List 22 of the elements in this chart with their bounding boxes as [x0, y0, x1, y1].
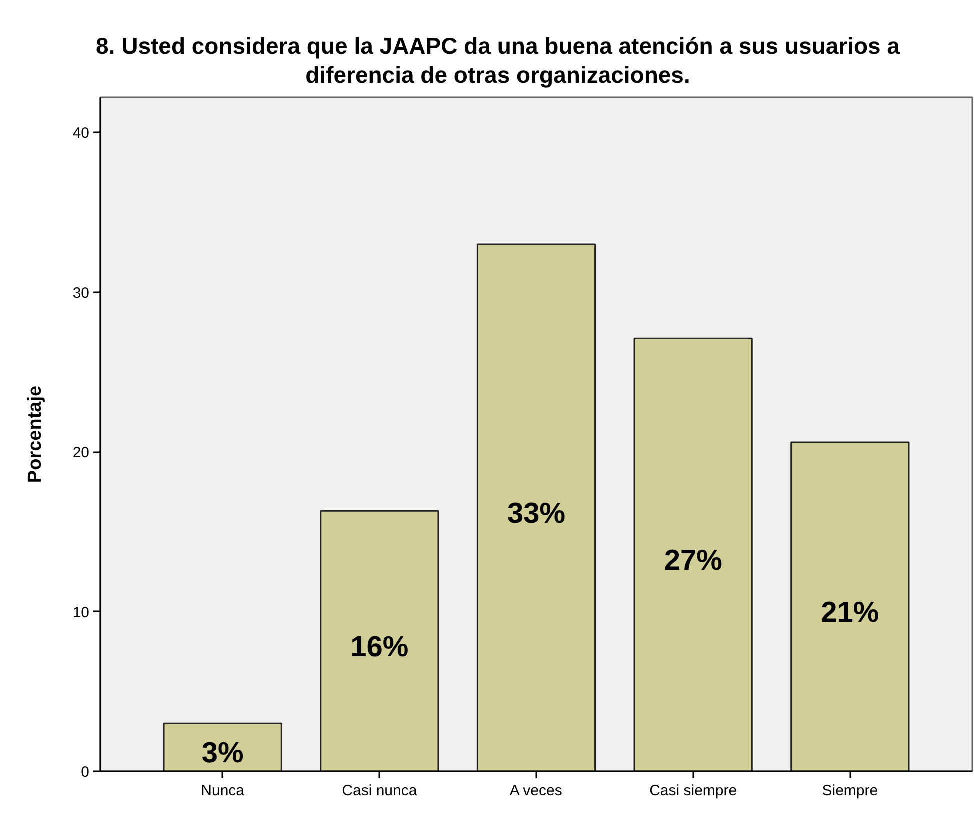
x-tick-label: Casi siempre — [650, 782, 738, 800]
data-label: 21% — [821, 596, 880, 629]
y-tick-label: 10 — [72, 604, 90, 622]
x-tick-label: Casi nunca — [342, 782, 418, 800]
bar — [790, 442, 910, 772]
data-label: 27% — [664, 545, 723, 578]
x-tick-label: Nunca — [201, 782, 246, 800]
x-tick-label: A veces — [510, 782, 562, 800]
data-label: 16% — [350, 631, 409, 664]
data-label: 3% — [202, 738, 244, 770]
bar — [320, 510, 440, 772]
y-axis-title: Porcentaje — [24, 386, 46, 484]
y-tick-label: 40 — [72, 125, 90, 142]
y-tick-label: 0 — [81, 764, 90, 781]
x-tick-label: Siempre — [822, 782, 878, 800]
data-label: 33% — [507, 498, 566, 530]
y-tick-label: 30 — [72, 284, 90, 302]
bar — [476, 244, 596, 772]
bar — [163, 722, 282, 772]
y-tick-label: 20 — [72, 444, 90, 462]
chart-title: 8. Usted considera que la JAAPC da una buena atención a sus usuarios a diferencia de otras organizaciones. — [96, 32, 900, 90]
bar — [634, 338, 753, 772]
